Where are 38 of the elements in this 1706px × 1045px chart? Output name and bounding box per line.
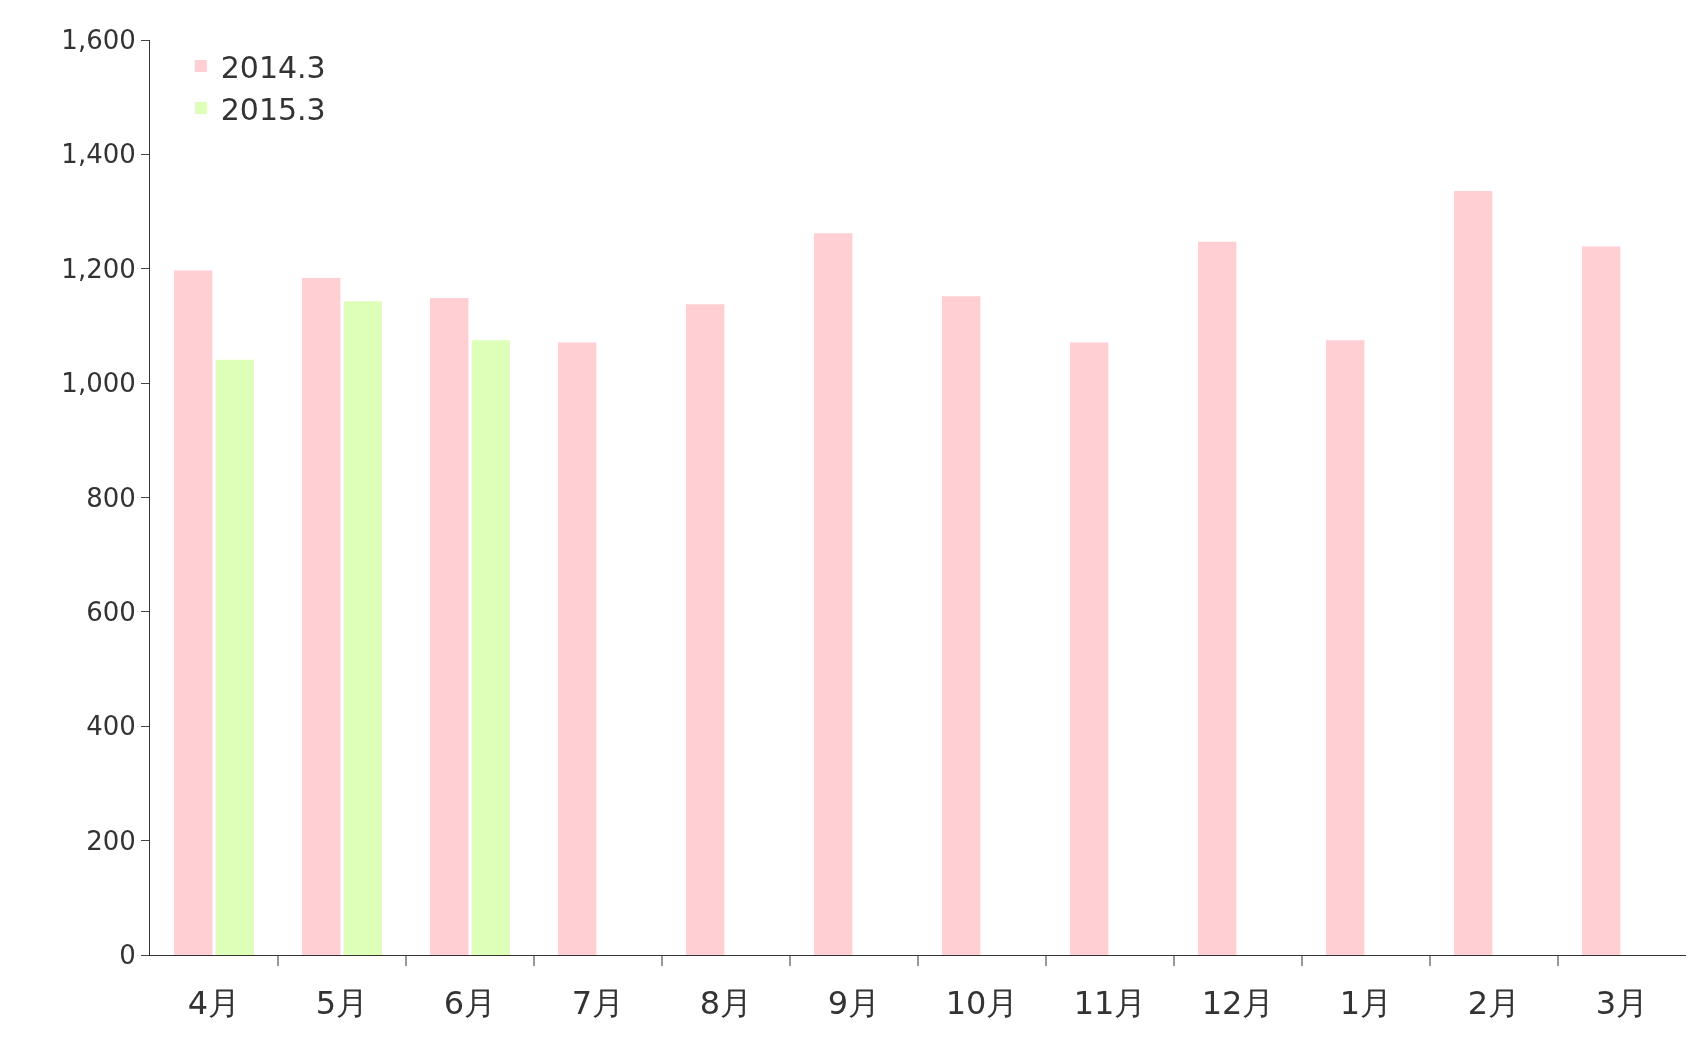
bar xyxy=(343,301,382,955)
bar xyxy=(471,340,510,955)
bar xyxy=(1582,246,1621,955)
y-tick-label: 1,000 xyxy=(61,368,136,399)
y-tick-label: 200 xyxy=(86,825,136,856)
x-tick-label: 7月 xyxy=(571,984,625,1023)
bar xyxy=(215,359,254,955)
legend-label: 2014.3 xyxy=(220,49,326,85)
bar xyxy=(558,342,597,955)
bar xyxy=(174,270,213,955)
y-tick-label: 1,200 xyxy=(61,253,136,284)
x-tick-label: 4月 xyxy=(187,984,241,1023)
bar xyxy=(1070,342,1109,955)
bar xyxy=(1326,340,1365,955)
y-tick-label: 600 xyxy=(86,596,136,627)
y-tick-label: 400 xyxy=(86,711,136,742)
x-tick-label: 9月 xyxy=(827,984,881,1023)
x-tick-label: 5月 xyxy=(315,984,369,1023)
bar xyxy=(942,296,981,955)
x-tick-label: 6月 xyxy=(443,984,497,1023)
bar xyxy=(814,233,853,955)
bar xyxy=(302,277,341,955)
bar xyxy=(1198,241,1237,955)
y-tick-label: 1,600 xyxy=(61,25,136,56)
x-tick-label: 10月 xyxy=(945,984,1019,1023)
legend-label: 2015.3 xyxy=(220,91,326,127)
x-tick-label: 2月 xyxy=(1467,984,1521,1023)
x-tick-label: 8月 xyxy=(699,984,753,1023)
bar xyxy=(430,297,469,955)
bar xyxy=(1454,190,1493,955)
x-tick-label: 3月 xyxy=(1595,984,1649,1023)
bar xyxy=(686,304,725,955)
y-tick-label: 1,400 xyxy=(61,139,136,170)
y-tick-label: 0 xyxy=(119,940,136,971)
x-tick-label: 11月 xyxy=(1073,984,1147,1023)
x-tick-label: 12月 xyxy=(1201,984,1275,1023)
y-tick-label: 800 xyxy=(86,482,136,513)
x-tick-label: 1月 xyxy=(1339,984,1393,1023)
